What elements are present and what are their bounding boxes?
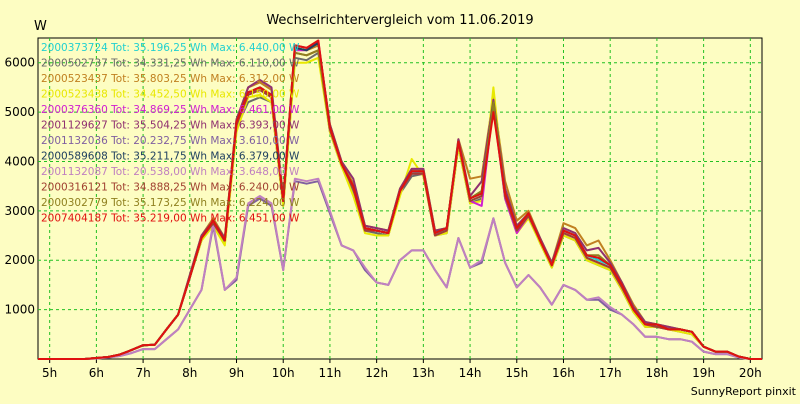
legend-entry-1: 2000373724 Tot: 35.196,25 Wh Max: 6.440,… (41, 42, 300, 54)
x-tick-label: 14h (459, 366, 482, 380)
y-tick-label: 6000 (4, 56, 35, 70)
legend-entry-3: 2000523437 Tot: 35.803,25 Wh Max: 6.312,… (41, 73, 300, 85)
legend-entry-10: 2000316121 Tot: 34.888,25 Wh Max: 6.240,… (41, 182, 300, 194)
x-tick-label: 13h (412, 366, 435, 380)
legend: 2000373724 Tot: 35.196,25 Wh Max: 6.440,… (41, 42, 300, 225)
legend-entry-4: 2000523438 Tot: 34.452,50 Wh Max: 6.150,… (41, 89, 300, 101)
x-tick-label: 15h (505, 366, 528, 380)
x-axis-ticks: 5h 6h 7h 8h 9h 10h 11h 12h 13h 14h 15h 16h 17h 18h 19h… (42, 366, 762, 380)
x-tick-label: 20h (739, 366, 762, 380)
x-tick-label: 6h (89, 366, 104, 380)
x-tick-label: 9h (229, 366, 244, 380)
chart-title: Wechselrichtervergleich vom 11.06.2019 (266, 13, 533, 28)
y-tick-label: 1000 (4, 303, 35, 317)
legend-entry-5: 2000376360 Tot: 34.869,25 Wh Max: 6.461,… (41, 104, 300, 116)
x-tick-label: 19h (692, 366, 715, 380)
x-tick-label: 17h (599, 366, 622, 380)
x-tick-label: 18h (645, 366, 668, 380)
x-tick-label: 10h (272, 366, 295, 380)
x-tick-label: 11h (318, 366, 341, 380)
legend-entry-2: 2000502737 Tot: 34.331,25 Wh Max: 6.110,… (41, 58, 300, 70)
legend-entry-11: 2000302779 Tot: 35.173,25 Wh Max: 6.224,… (41, 197, 300, 209)
series-line-12 (38, 39, 762, 360)
legend-entry-8: 2000589608 Tot: 35.211,75 Wh Max: 6.379,… (41, 151, 300, 163)
y-axis-ticks: 1000 2000 3000 4000 5000 6000 (4, 56, 35, 317)
y-tick-label: 3000 (4, 204, 35, 218)
legend-entry-12: 2007404187 Tot: 35.219,00 Wh Max: 6.451,… (41, 213, 300, 225)
legend-entry-7: 2001132036 Tot: 20.232,75 Wh Max: 3.610,… (41, 135, 300, 147)
y-tick-label: 5000 (4, 105, 35, 119)
y-tick-label: 2000 (4, 253, 35, 267)
x-tick-label: 16h (552, 366, 575, 380)
y-tick-label: 4000 (4, 154, 35, 168)
x-tick-label: 8h (182, 366, 197, 380)
y-axis-label: W (34, 19, 47, 34)
x-tick-label: 7h (135, 366, 150, 380)
footer-credit: SunnyReport pinxit (691, 385, 797, 398)
series-line-9 (38, 177, 762, 360)
x-tick-label: 5h (42, 366, 57, 380)
legend-entry-9: 2001132087 Tot: 20.538,00 Wh Max: 3.648,… (41, 166, 300, 178)
x-tick-label: 12h (365, 366, 388, 380)
legend-entry-6: 2001129627 Tot: 35.504,25 Wh Max: 6.393,… (41, 120, 300, 132)
series-lines (38, 39, 762, 360)
